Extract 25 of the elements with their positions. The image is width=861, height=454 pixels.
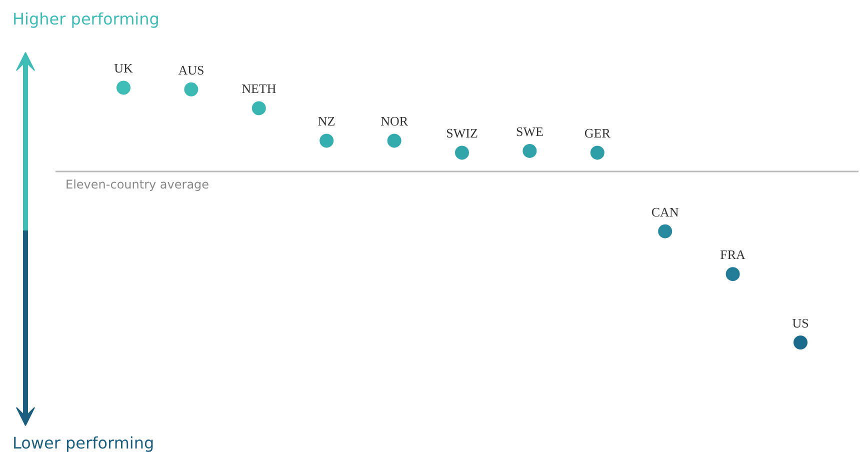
x-tick-label: AUS bbox=[178, 62, 204, 78]
x-tick-label: UK bbox=[114, 60, 134, 76]
x-tick-label: NETH bbox=[242, 81, 276, 96]
point bbox=[522, 144, 537, 158]
x-tick-label: NOR bbox=[380, 114, 408, 129]
x-tick-label: SWE bbox=[516, 124, 544, 139]
point bbox=[794, 336, 808, 350]
point bbox=[387, 134, 402, 148]
x-tick-label: CAN bbox=[651, 204, 680, 220]
point bbox=[455, 146, 469, 160]
x-tick-label: SWIZ bbox=[446, 126, 478, 141]
text: Higher performing bbox=[12, 10, 160, 28]
ref-line-label: Eleven-country average bbox=[66, 178, 210, 192]
point bbox=[116, 80, 130, 95]
x-tick-label: NZ bbox=[318, 114, 336, 129]
point bbox=[320, 134, 334, 148]
text: Lower performing bbox=[12, 434, 154, 452]
point bbox=[658, 224, 672, 238]
x-tick-label: FRA bbox=[720, 247, 746, 262]
x-tick-label: GER bbox=[584, 126, 611, 141]
x-tick-label: US bbox=[792, 316, 809, 330]
point bbox=[590, 146, 604, 160]
point bbox=[252, 101, 266, 116]
point bbox=[726, 267, 740, 282]
point bbox=[184, 82, 198, 96]
